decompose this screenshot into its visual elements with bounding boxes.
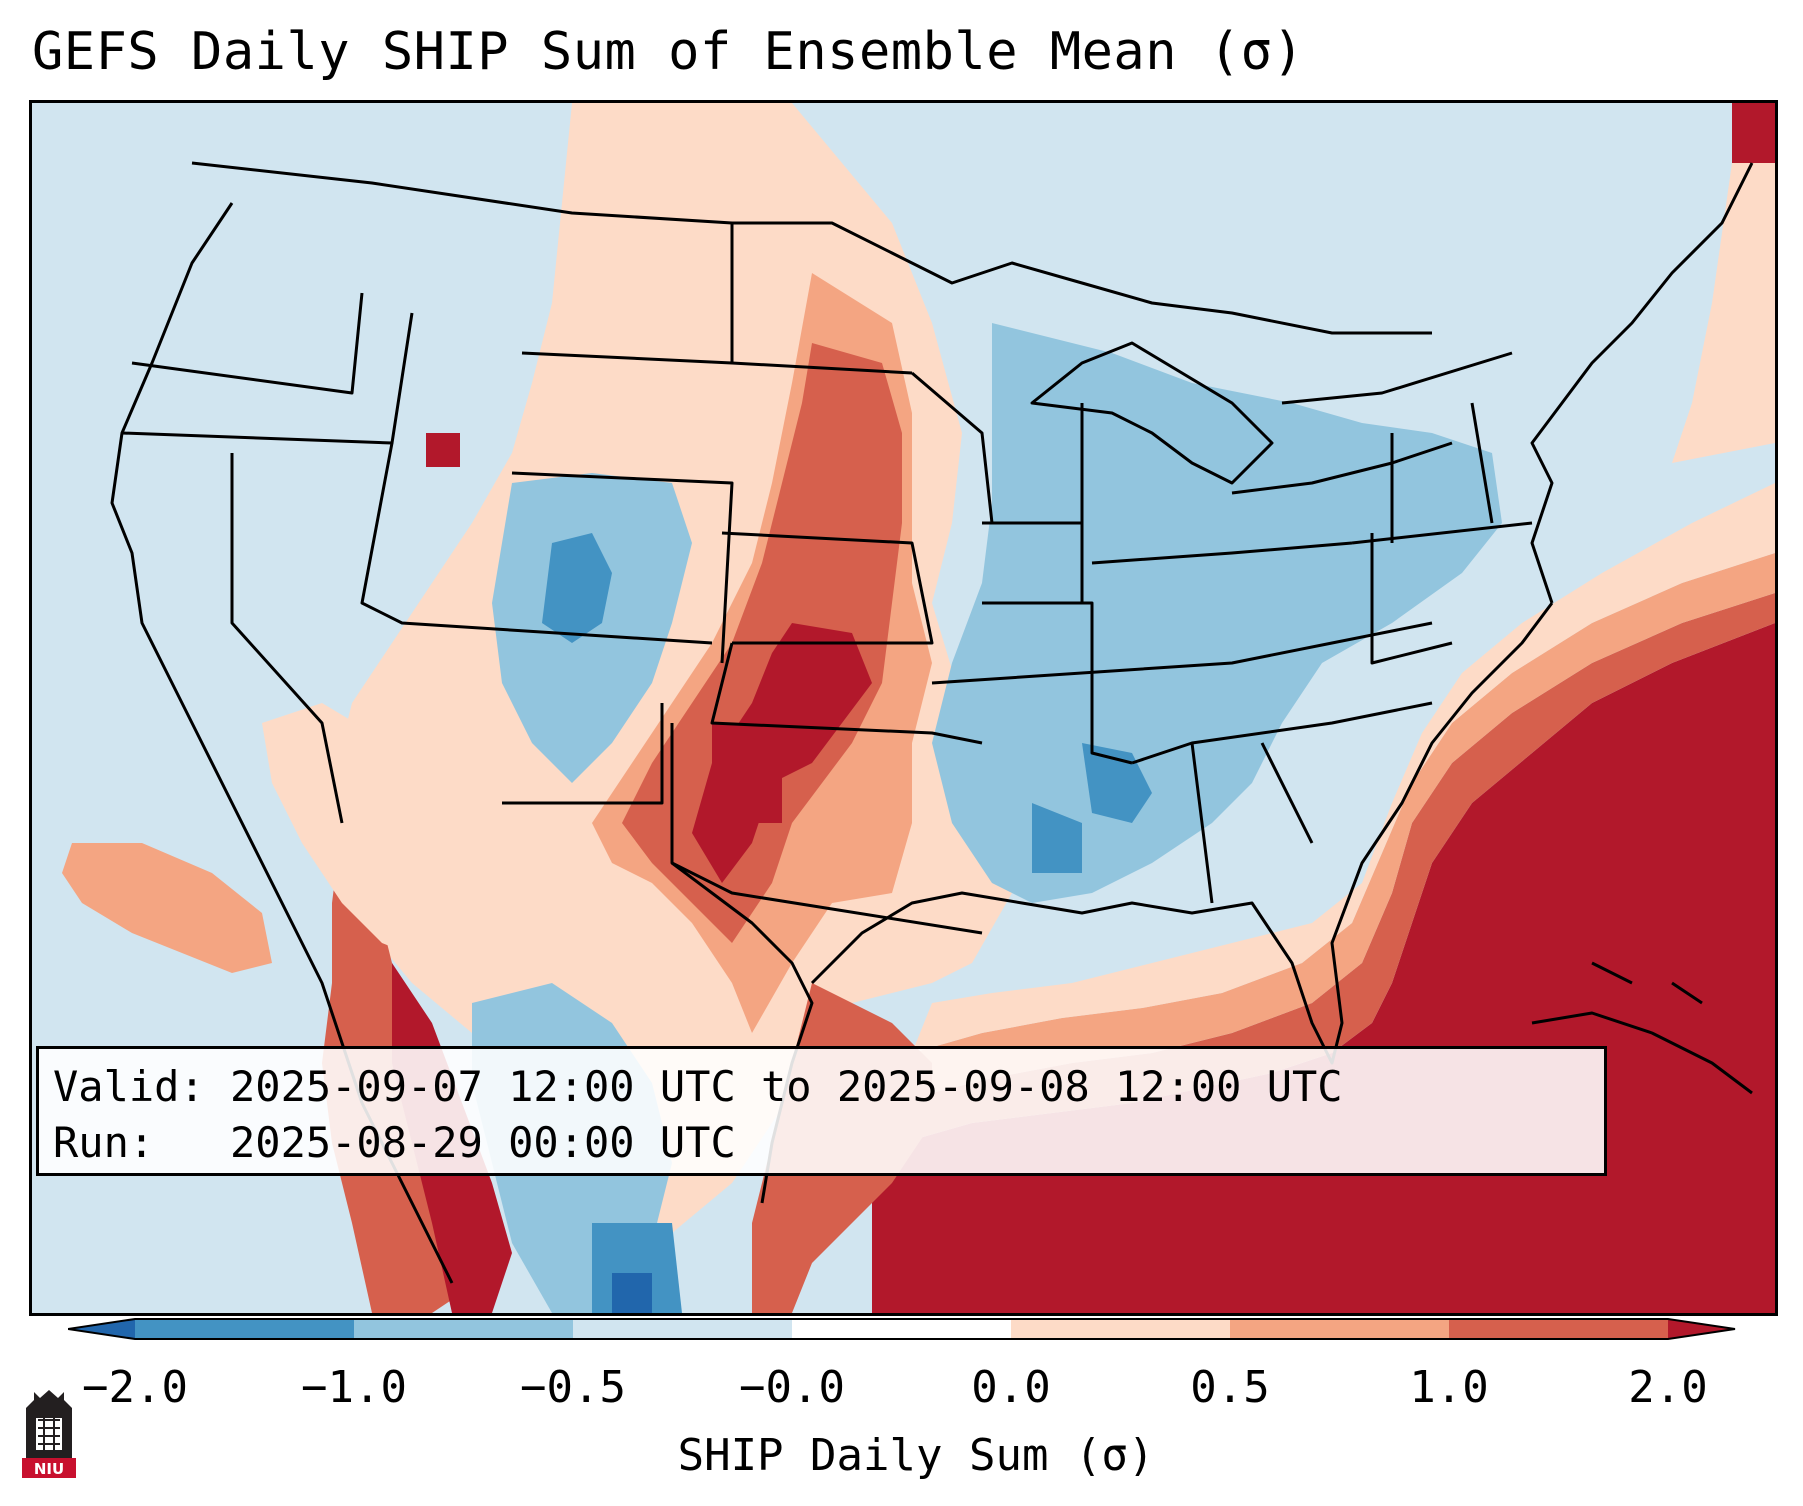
ne-slight-pos	[1672, 163, 1775, 463]
state-border-10	[670, 723, 983, 935]
state-border-24	[911, 371, 994, 524]
run-time-line: Run: 2025-08-29 00:00 UTC	[53, 1118, 736, 1167]
state-border-9	[710, 642, 983, 745]
eastern-negative	[932, 323, 1502, 903]
state-border-17	[1260, 742, 1314, 844]
state-border-6	[511, 471, 734, 664]
colorbar-tick-label: 0.0	[971, 1362, 1051, 1413]
louisiana-negative	[1032, 803, 1082, 873]
atlantic-slight-pos-band	[912, 483, 1775, 1053]
map-title: GEFS Daily SHIP Sum of Ensemble Mean (σ)	[32, 22, 1305, 82]
state-border-21	[1470, 402, 1494, 524]
gulf-coast	[810, 602, 1554, 1065]
logo-text: NIU	[34, 1460, 64, 1478]
ne-corner-positive	[1732, 103, 1775, 163]
utah-strong-spot	[426, 433, 460, 467]
colorbar-tick-label: −0.5	[520, 1362, 626, 1413]
cuba	[1531, 1011, 1753, 1095]
state-border-25	[1281, 351, 1513, 405]
state-border-7	[731, 361, 913, 375]
valid-run-info-box: Valid: 2025-09-07 12:00 UTC to 2025-09-0…	[36, 1046, 1607, 1176]
colorbar-extend-high	[1668, 1319, 1735, 1339]
state-border-19	[1351, 521, 1533, 545]
oklahoma-strong-positive	[712, 723, 782, 823]
state-border-13	[931, 621, 1433, 685]
colorbar-bin	[573, 1319, 793, 1339]
great-lakes	[1030, 341, 1274, 485]
state-border-16	[1190, 742, 1214, 904]
bahamas	[1591, 961, 1703, 1005]
southwest-slight-positive	[262, 703, 472, 963]
colorbar-label: SHIP Daily Sum (σ)	[677, 1430, 1155, 1481]
colorbar-tick-label: −2.0	[82, 1362, 188, 1413]
colorbar-tick-label: −0.0	[739, 1362, 845, 1413]
state-border-14	[1091, 541, 1353, 565]
state-border-15	[1131, 701, 1433, 765]
niu-logo: NIU	[22, 1390, 76, 1478]
colorbar-bin	[1011, 1319, 1231, 1339]
colorbar-tick-label: 0.5	[1190, 1362, 1270, 1413]
state-border-4	[360, 442, 713, 645]
map-boundaries	[110, 161, 1754, 1284]
colorbar-extend-low	[68, 1319, 135, 1339]
state-border-11	[502, 703, 664, 805]
colorbar-tick-label: 1.0	[1409, 1362, 1489, 1413]
colorbar-outline	[68, 1318, 1736, 1340]
mexico-strong-negative	[612, 1273, 652, 1313]
colorbar-bin	[354, 1319, 574, 1339]
lake-erie-ontario	[1231, 441, 1453, 495]
state-border-8	[721, 531, 934, 645]
pacific-weak-positive	[62, 843, 272, 973]
colorbar-tick-label: −1.0	[301, 1362, 407, 1413]
colorado-core-negative	[542, 533, 612, 643]
west-coast	[110, 202, 364, 1104]
colorbar-bin	[1230, 1319, 1450, 1339]
state-border-18	[1370, 533, 1453, 665]
state-border-12	[982, 601, 1133, 765]
state-border-1	[131, 292, 364, 395]
valid-time-line: Valid: 2025-09-07 12:00 UTC to 2025-09-0…	[53, 1062, 1343, 1111]
canada-border	[191, 161, 1432, 335]
colorbar-bins	[68, 1319, 1735, 1339]
east-coast	[1530, 162, 1754, 604]
colorbar-bin	[135, 1319, 355, 1339]
colorbar-bin	[1449, 1319, 1669, 1339]
colorbar-tick-label: 2.0	[1628, 1362, 1708, 1413]
colorbar-bin	[792, 1319, 1012, 1339]
state-border-3	[230, 453, 344, 824]
atlantic-pos-band	[892, 593, 1775, 1143]
colorbar	[68, 1318, 1736, 1340]
